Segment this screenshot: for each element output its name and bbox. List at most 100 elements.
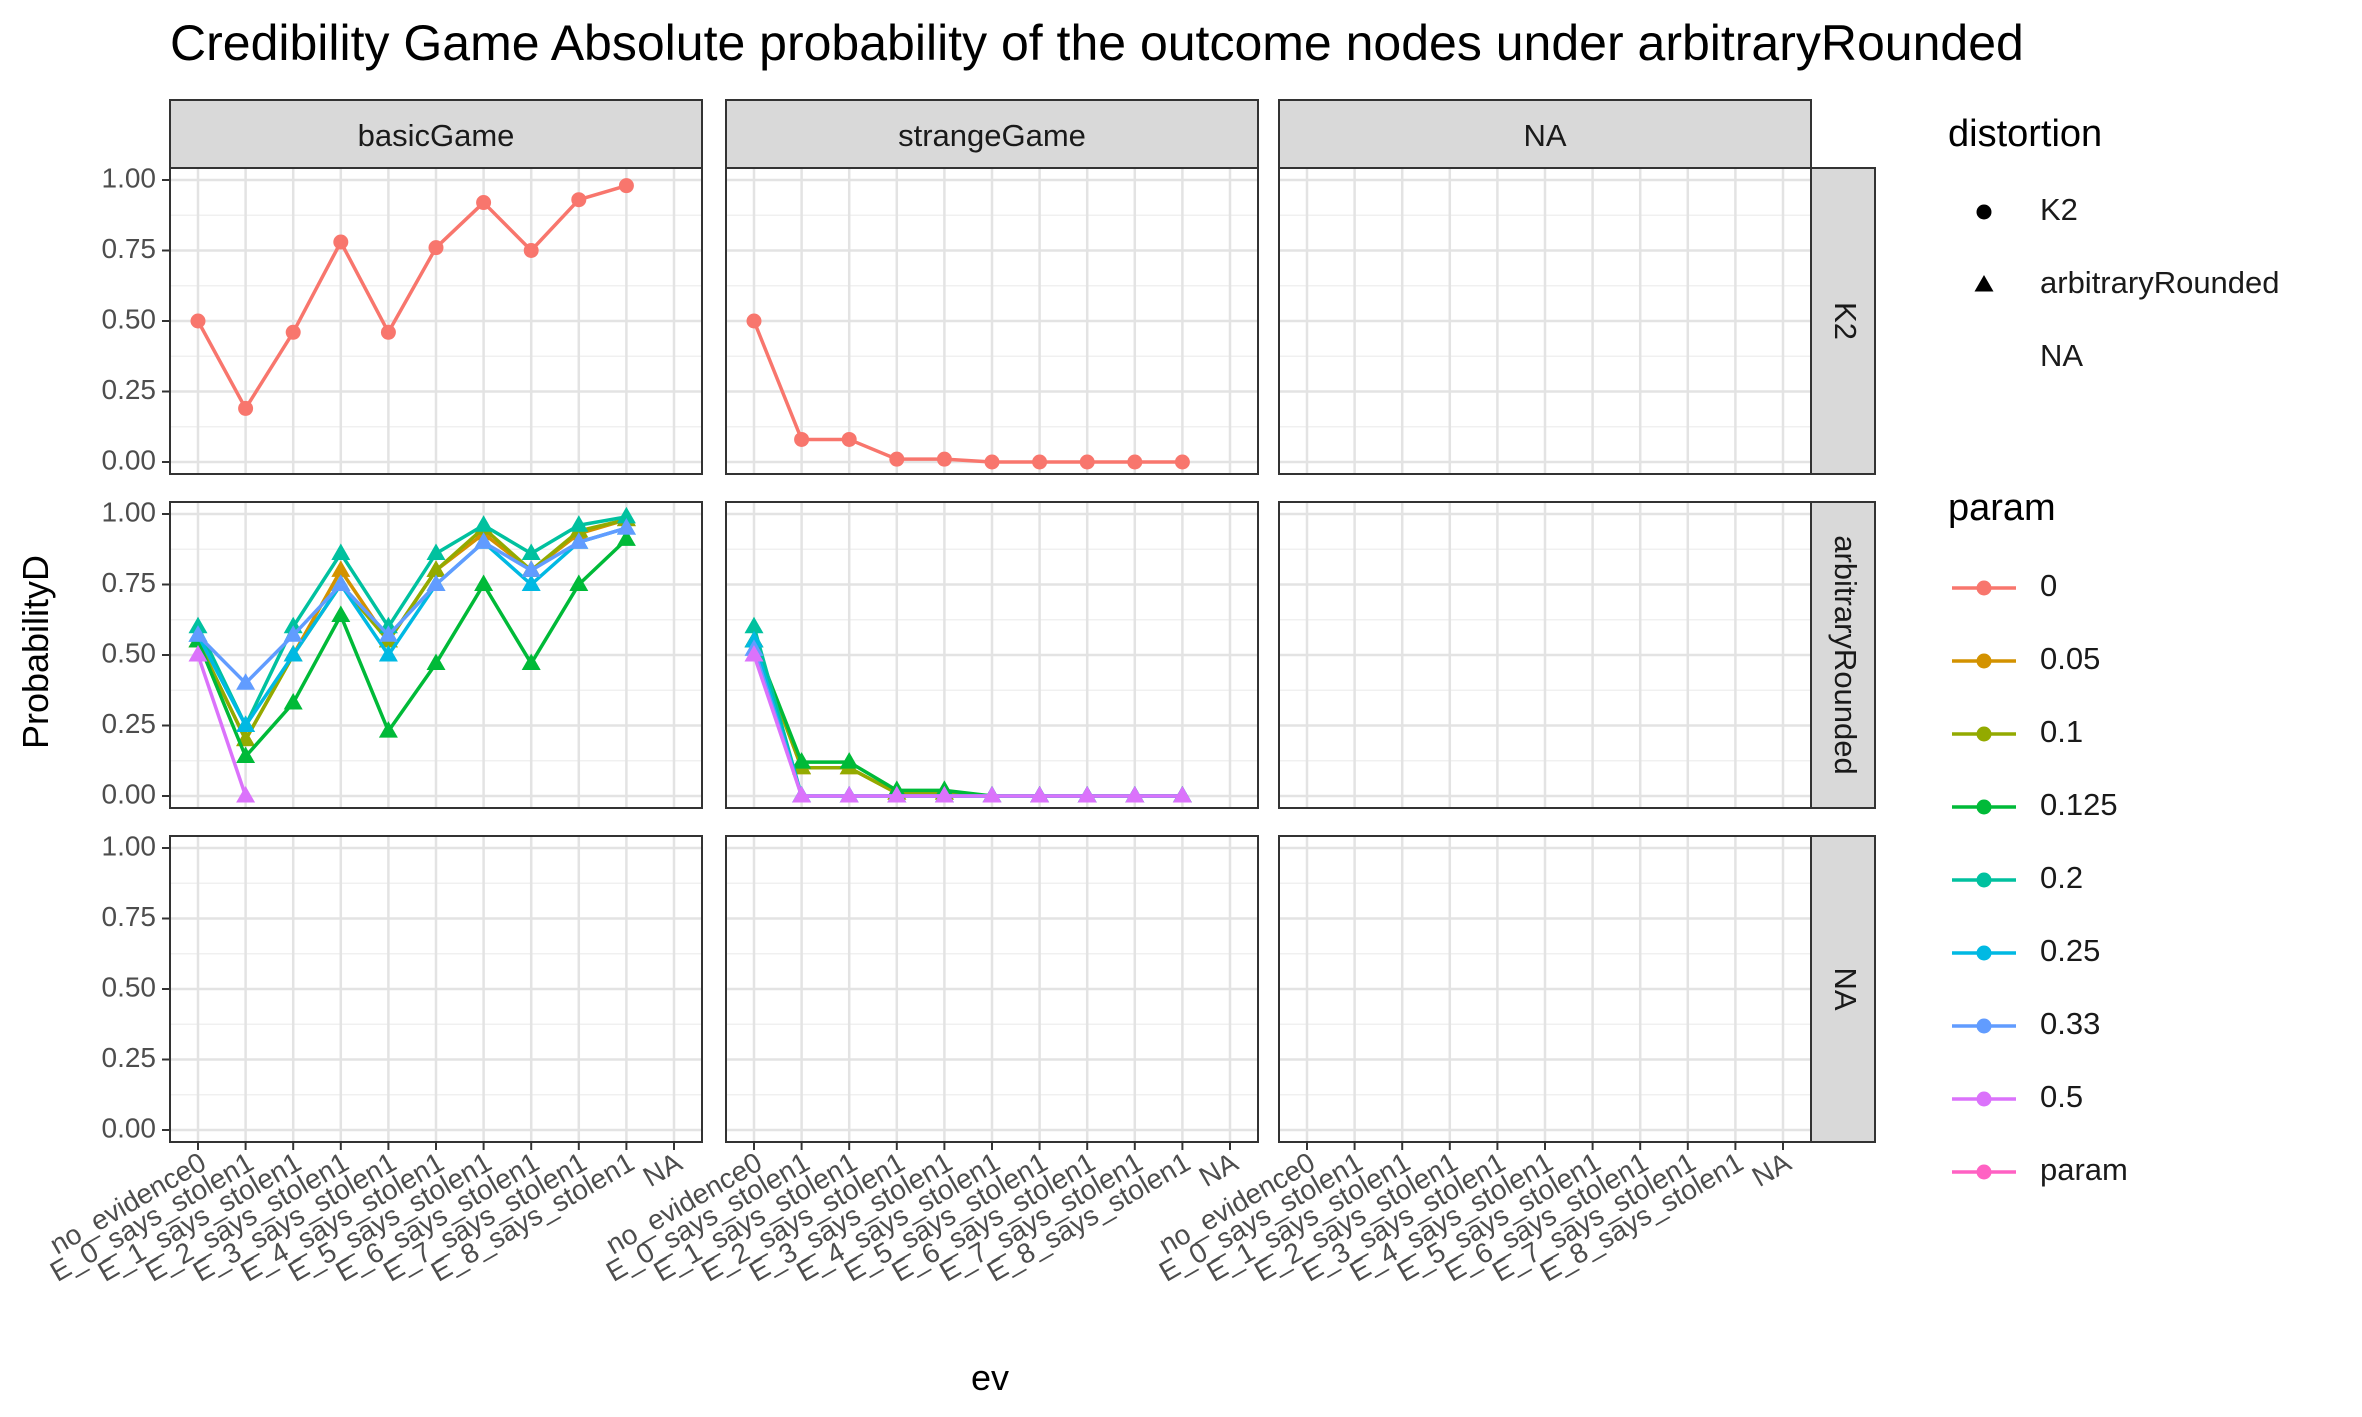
data-point (936, 451, 952, 467)
data-point (839, 752, 859, 769)
data-point (1125, 786, 1145, 803)
legend-key-point (1976, 580, 1992, 596)
data-point (188, 645, 208, 662)
legend-key-shape (1974, 275, 1994, 292)
legend-key-point (1976, 726, 1992, 742)
y-axis-title: ProbabilityD (15, 555, 56, 749)
legend-key-point (1976, 1091, 1992, 1107)
data-point (236, 715, 256, 732)
y-tick-label: 0.25 (102, 708, 157, 739)
data-point (616, 518, 636, 535)
data-point (887, 786, 907, 803)
data-point (744, 616, 764, 634)
data-point (426, 574, 446, 591)
y-tick-label: 0.25 (102, 1042, 157, 1073)
data-point (984, 454, 1000, 470)
data-point (746, 313, 762, 329)
data-point (331, 574, 351, 591)
data-point (889, 451, 905, 467)
y-tick-label: 0.50 (102, 971, 157, 1002)
data-point (839, 786, 859, 803)
data-point (794, 431, 810, 447)
series-line (196, 517, 627, 742)
legend-label: 0.1 (2040, 714, 2083, 749)
data-point (380, 324, 396, 340)
data-point (744, 630, 764, 648)
y-tick-label: 0.75 (102, 567, 157, 598)
legend-label: 0.2 (2040, 860, 2083, 895)
legend-title: param (1948, 487, 2056, 529)
data-point (426, 653, 446, 670)
data-point (333, 234, 349, 250)
series-line (196, 515, 627, 728)
series-line (196, 538, 628, 759)
data-point (236, 786, 256, 803)
legend-label: param (2040, 1152, 2128, 1187)
facet-panel (1278, 167, 1812, 475)
data-point (523, 243, 539, 258)
data-point (618, 178, 634, 194)
facet-strip-label: NA (1828, 967, 1863, 1010)
series-line (196, 526, 627, 728)
legend-label: K2 (2040, 192, 2078, 227)
data-point (378, 645, 398, 662)
data-point (1174, 454, 1190, 470)
y-tick-label: 0.00 (102, 778, 157, 809)
data-point (571, 192, 587, 208)
data-point (792, 752, 812, 769)
data-point (1032, 454, 1048, 470)
data-point (236, 673, 256, 690)
y-tick-label: 0.50 (102, 303, 157, 334)
data-point (190, 313, 206, 329)
data-point (476, 195, 492, 211)
panel-border (725, 167, 1259, 475)
x-axis-title: ev (971, 1357, 1009, 1398)
data-point (236, 746, 256, 764)
legend-key-point (1976, 799, 1992, 815)
legend-label: 0.125 (2040, 787, 2118, 822)
facet-strip-column (1278, 99, 1812, 169)
series-line (752, 320, 1183, 464)
data-point (426, 560, 446, 577)
data-point (616, 529, 636, 546)
facet-strip-label: strangeGame (898, 118, 1086, 153)
facet-panel (725, 835, 1259, 1143)
data-point (1127, 454, 1143, 470)
legend-label: arbitraryRounded (2040, 265, 2280, 300)
data-point (285, 324, 301, 340)
data-point (521, 560, 541, 577)
y-tick-label: 0.75 (102, 901, 157, 932)
data-point (1030, 786, 1050, 803)
facet-strip-label: NA (1523, 118, 1566, 153)
series-line (196, 654, 248, 797)
data-point (521, 543, 541, 560)
data-point (378, 625, 398, 642)
chart-title: Credibility Game Absolute probability of… (170, 15, 2024, 71)
data-point (982, 786, 1002, 803)
y-tick-label: 0.50 (102, 637, 157, 668)
data-point (283, 625, 303, 642)
data-point (569, 532, 589, 549)
data-point (616, 506, 636, 524)
x-tick-label: NA (1747, 1146, 1796, 1192)
legend-key-point (1976, 653, 1992, 669)
data-point (331, 560, 351, 577)
data-point (428, 240, 444, 256)
y-tick-label: 0.75 (102, 233, 157, 264)
legend-key-point (1976, 945, 1992, 961)
legend-key-point (1976, 1018, 1992, 1034)
legend-label: 0.25 (2040, 933, 2100, 968)
facet-strip-row (1810, 167, 1876, 475)
legend-title: distortion (1948, 113, 2102, 155)
legend-key-shape (1976, 204, 1992, 220)
facet-strip-label: K2 (1828, 302, 1863, 340)
legend-label: 0 (2040, 568, 2057, 603)
data-point (474, 532, 494, 549)
legend-label: 0.5 (2040, 1079, 2083, 1114)
data-point (1079, 454, 1095, 470)
series-line (752, 654, 1183, 798)
y-tick-label: 0.00 (102, 444, 157, 475)
y-tick-label: 0.00 (102, 1112, 157, 1143)
y-tick-label: 1.00 (102, 496, 157, 527)
